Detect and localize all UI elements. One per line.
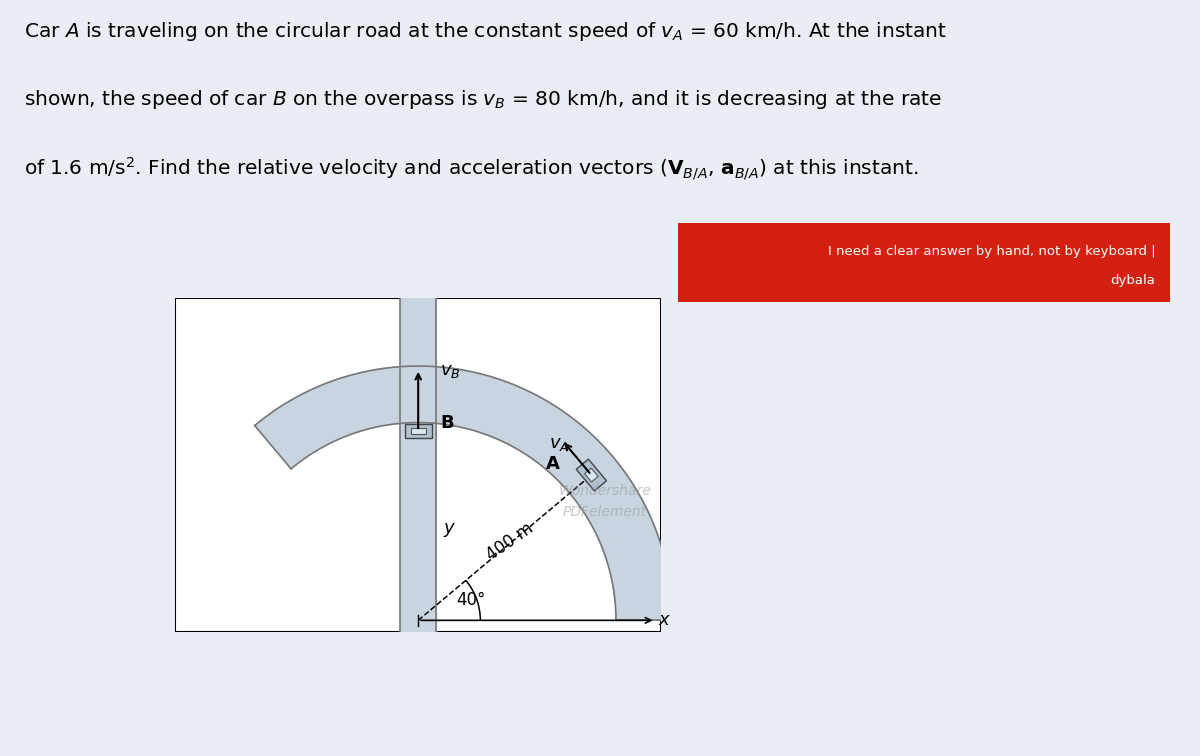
Text: 40°: 40° xyxy=(457,590,486,609)
Text: shown, the speed of car $B$ on the overpass is $v_B$ = 80 km/h, and it is decrea: shown, the speed of car $B$ on the overp… xyxy=(24,88,942,111)
Text: B: B xyxy=(440,414,455,432)
Text: A: A xyxy=(546,455,560,473)
Text: $x$: $x$ xyxy=(659,611,672,629)
Polygon shape xyxy=(400,298,437,632)
Text: $v_B$: $v_B$ xyxy=(439,361,461,380)
Polygon shape xyxy=(254,366,672,621)
Polygon shape xyxy=(584,468,598,482)
Text: I need a clear answer by hand, not by keyboard |: I need a clear answer by hand, not by ke… xyxy=(828,245,1156,259)
Polygon shape xyxy=(404,423,432,438)
Text: Car $A$ is traveling on the circular road at the constant speed of $v_A$ = 60 km: Car $A$ is traveling on the circular roa… xyxy=(24,20,947,43)
Text: $y$: $y$ xyxy=(443,521,456,539)
FancyBboxPatch shape xyxy=(659,220,1189,305)
Text: dybala: dybala xyxy=(1110,274,1156,287)
Text: 400 m: 400 m xyxy=(482,519,536,565)
Text: of 1.6 m/s$^2$. Find the relative velocity and acceleration vectors ($\mathbf{V}: of 1.6 m/s$^2$. Find the relative veloci… xyxy=(24,155,918,182)
Text: Wondershare
PDFelement: Wondershare PDFelement xyxy=(558,485,652,519)
Polygon shape xyxy=(410,428,426,434)
Text: $v_A$: $v_A$ xyxy=(548,435,569,453)
Polygon shape xyxy=(576,459,606,491)
